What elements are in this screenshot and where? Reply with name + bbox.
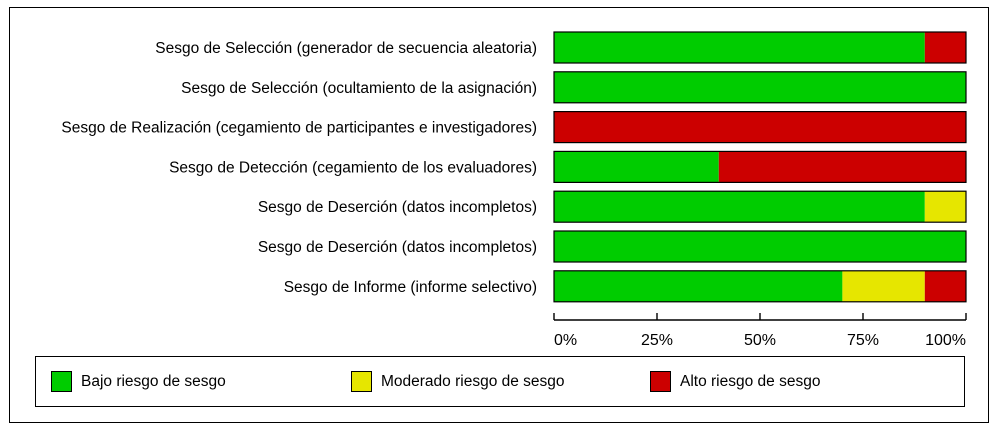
legend-label-moderate: Moderado riesgo de sesgo <box>381 372 565 390</box>
bar-segment-low <box>554 231 966 262</box>
bar-segment-moderate <box>842 270 925 302</box>
bar-outline <box>553 150 967 183</box>
legend-swatch-moderate <box>351 371 372 392</box>
x-tick-label: 50% <box>744 332 776 349</box>
bar-segment-low <box>554 71 966 103</box>
bar-segment-high <box>718 151 966 183</box>
legend: Bajo riesgo de sesgo Moderado riesgo de … <box>35 356 965 407</box>
category-label: Sesgo de Detección (cegamiento de los ev… <box>169 159 537 176</box>
risk-of-bias-chart: Sesgo de Selección (generador de secuenc… <box>61 31 967 349</box>
bar-outline <box>553 110 967 144</box>
category-label: Sesgo de Realización (cegamiento de part… <box>61 120 537 137</box>
category-label: Sesgo de Selección (generador de secuenc… <box>155 40 537 57</box>
legend-label-high: Alto riesgo de sesgo <box>680 372 821 390</box>
bar-segment-low <box>554 270 843 302</box>
x-tick-label: 100% <box>925 332 966 349</box>
bar-segment-low <box>554 191 925 223</box>
bar-outline <box>553 270 967 303</box>
bar-outline <box>553 71 967 104</box>
bar-outline <box>553 230 967 263</box>
category-label: Sesgo de Deserción (datos incompletos) <box>258 239 537 256</box>
legend-item-low: Bajo riesgo de sesgo <box>51 371 226 392</box>
category-label: Sesgo de Informe (informe selectivo) <box>284 279 537 296</box>
legend-item-moderate: Moderado riesgo de sesgo <box>351 371 565 392</box>
legend-swatch-low <box>51 371 72 392</box>
bar-segment-high <box>924 32 966 63</box>
x-tick-label: 0% <box>554 332 577 349</box>
bar-segment-low <box>554 151 719 183</box>
bar-segment-moderate <box>924 191 966 223</box>
bar-outline <box>553 190 967 223</box>
bar-segment-low <box>554 32 925 63</box>
legend-swatch-high <box>650 371 671 392</box>
x-tick-label: 75% <box>847 332 879 349</box>
x-tick-label: 25% <box>641 332 673 349</box>
legend-label-low: Bajo riesgo de sesgo <box>81 372 226 390</box>
bar-segment-high <box>924 270 966 302</box>
legend-item-high: Alto riesgo de sesgo <box>650 371 820 392</box>
category-label: Sesgo de Deserción (datos incompletos) <box>258 199 537 216</box>
bar-outline <box>553 31 967 64</box>
bar-segment-high <box>554 111 966 143</box>
category-label: Sesgo de Selección (ocultamiento de la a… <box>181 80 537 97</box>
